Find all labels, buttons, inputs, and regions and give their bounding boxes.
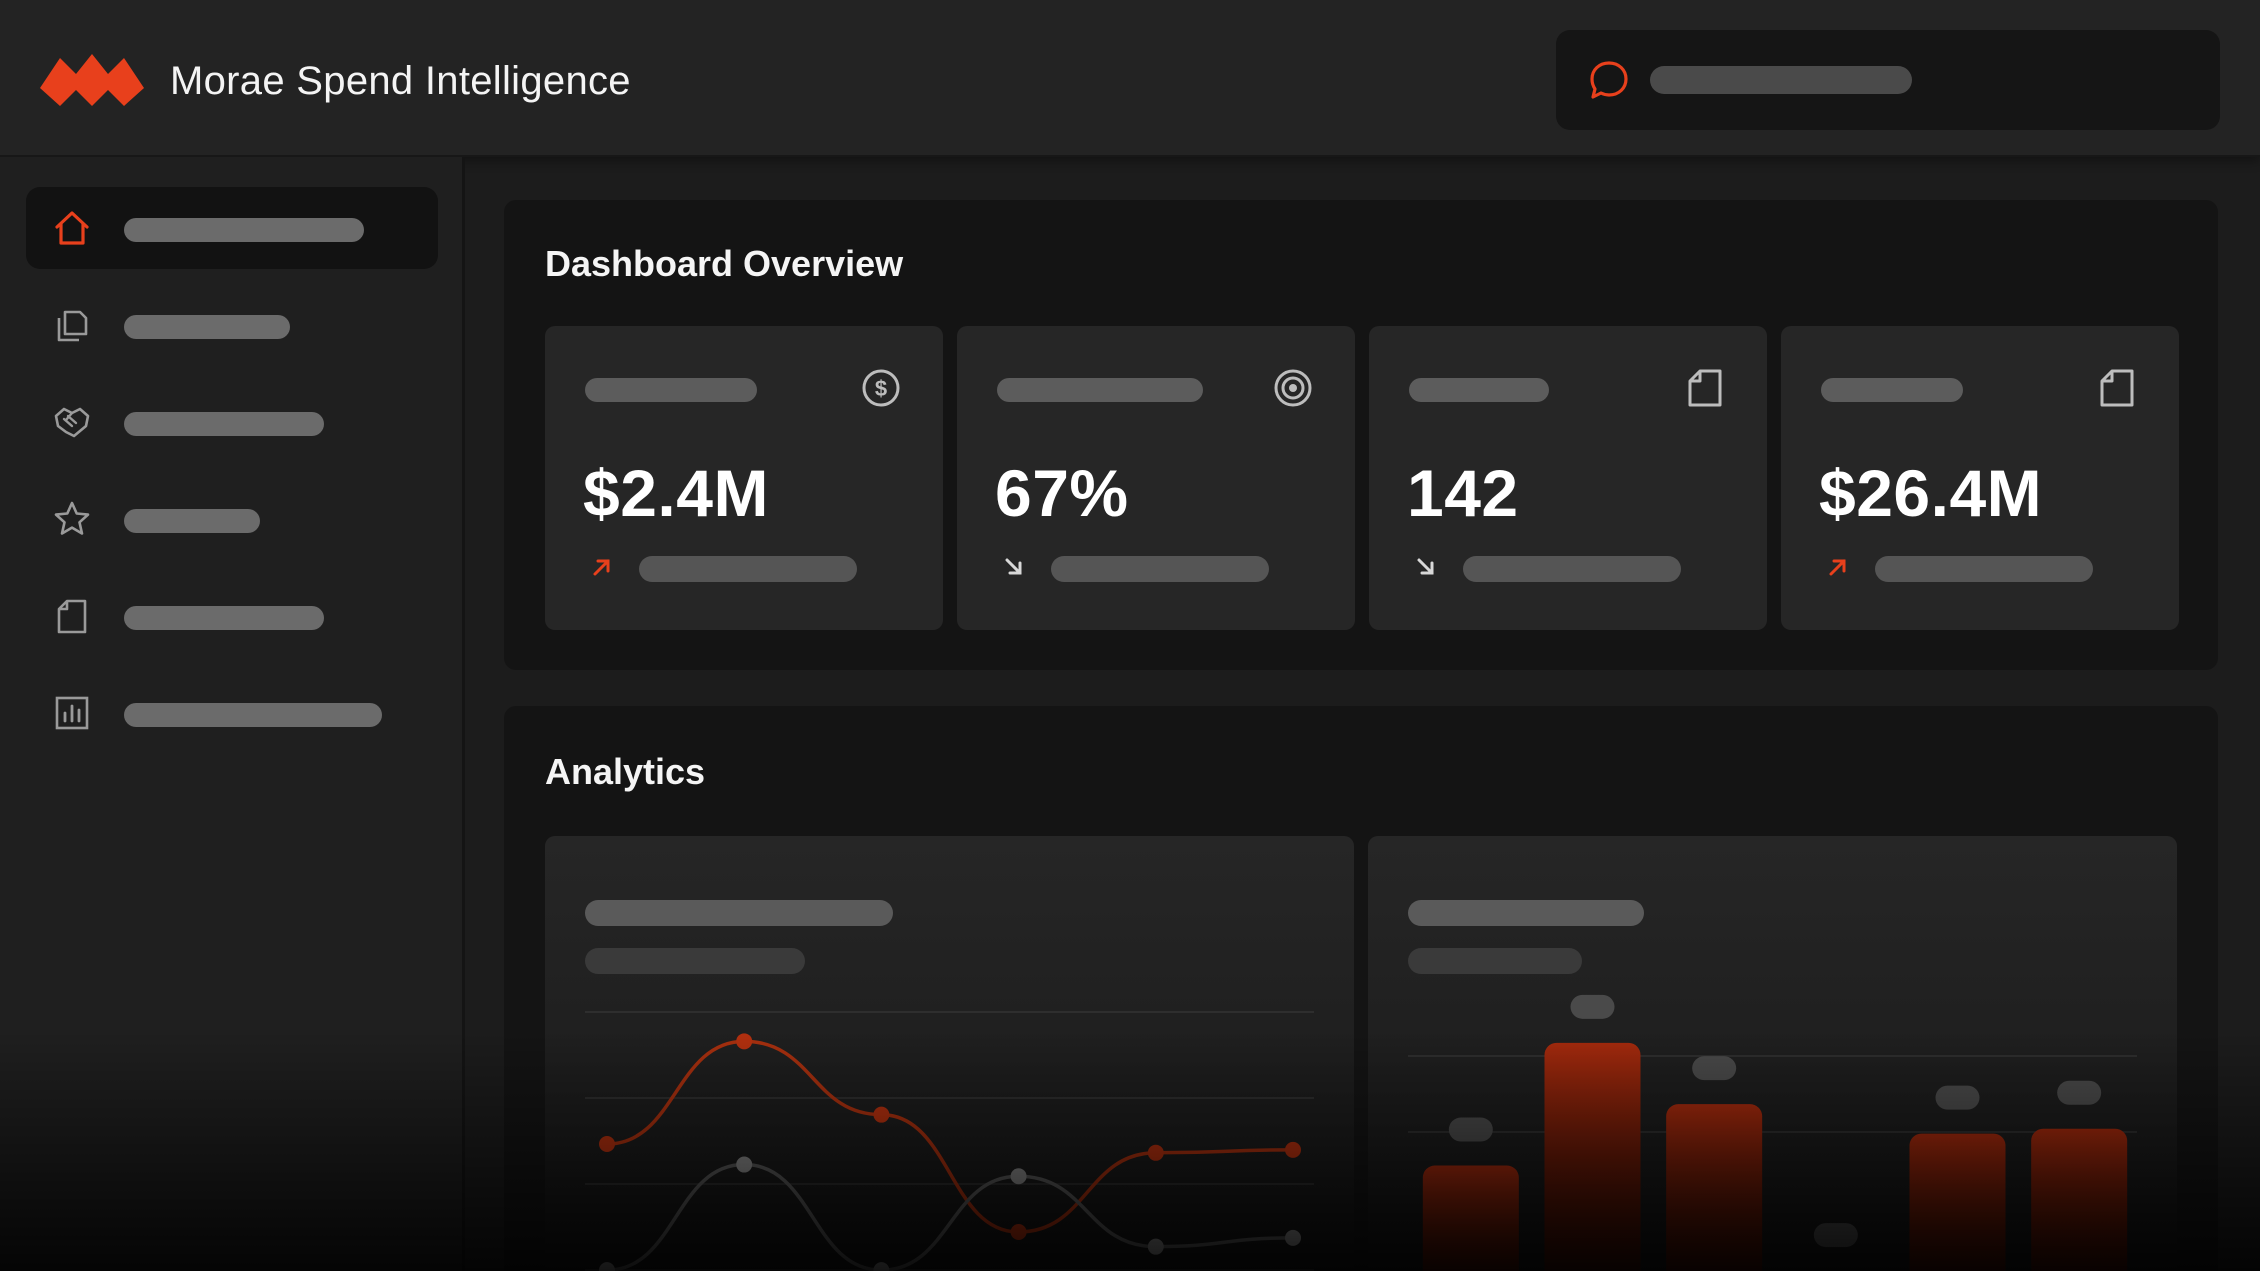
kpi-card[interactable]: 142 [1369, 326, 1767, 630]
kpi-trend-label [1463, 556, 1681, 582]
line-point[interactable] [1285, 1141, 1301, 1158]
dashboard-title: Dashboard Overview [545, 243, 904, 284]
line-point[interactable] [736, 1033, 753, 1050]
sidebar-item-documents[interactable] [26, 284, 438, 366]
line-point[interactable] [873, 1106, 890, 1123]
kpi-trend-label [1875, 556, 2093, 582]
kpi-label [1409, 378, 1549, 402]
trend-up-icon [1829, 559, 1846, 576]
bar-chart [1408, 994, 2137, 1271]
kpi-value: $26.4M [1819, 456, 2043, 530]
kpi-label [997, 378, 1203, 402]
document-icon [2100, 369, 2134, 407]
bar-chart-icon [55, 696, 89, 730]
bar-chart-card[interactable] [1368, 836, 2177, 1271]
sidebar-item-analytics[interactable] [26, 672, 438, 754]
line-point[interactable] [1010, 1224, 1027, 1240]
app-title: Morae Spend Intelligence [170, 59, 631, 103]
sidebar-item-label [124, 606, 324, 630]
line-point[interactable] [873, 1262, 890, 1271]
dollar-icon: $ [862, 369, 900, 407]
sidebar-item-favorites[interactable] [26, 478, 438, 560]
sidebar-item-label [124, 218, 364, 242]
sidebar [0, 157, 465, 1271]
bar-value-label [1448, 1117, 1493, 1142]
line-series-2 [606, 1162, 1294, 1271]
line-point[interactable] [599, 1262, 615, 1271]
chat-bubble-icon [1590, 61, 1628, 99]
chart-title [1408, 900, 1644, 926]
line-point[interactable] [736, 1156, 753, 1173]
kpi-trend-label [1051, 556, 1269, 582]
document-icon [1688, 369, 1722, 407]
kpi-value: 142 [1407, 456, 1519, 530]
bar[interactable] [1422, 1165, 1519, 1271]
kpi-value: $2.4M [583, 456, 769, 530]
bar-value-label [1692, 1056, 1737, 1081]
line-point[interactable] [1010, 1168, 1027, 1185]
svg-text:$: $ [875, 376, 887, 401]
line-chart [585, 1011, 1314, 1271]
line-point[interactable] [599, 1136, 615, 1152]
chart-title [585, 900, 893, 926]
search-placeholder [1650, 66, 1912, 94]
bar[interactable] [1544, 1042, 1641, 1271]
line-point[interactable] [1147, 1238, 1164, 1255]
kpi-label [1821, 378, 1963, 402]
analytics-panel: Analytics [504, 706, 2218, 1271]
handshake-icon [54, 407, 90, 438]
target-icon [1274, 369, 1312, 407]
trend-down-icon [1005, 558, 1022, 575]
sidebar-item-label [124, 315, 290, 339]
sidebar-item-label [124, 509, 260, 533]
trend-down-icon [1417, 558, 1434, 575]
line-point[interactable] [1285, 1229, 1301, 1246]
bar-value-label [2057, 1080, 2102, 1105]
analytics-title: Analytics [545, 751, 706, 792]
sidebar-item-label [124, 412, 324, 436]
sidebar-item-home[interactable] [26, 187, 438, 269]
assistant-search-box[interactable] [1556, 30, 2220, 130]
line-point[interactable] [1147, 1144, 1164, 1161]
bar[interactable] [2031, 1128, 2128, 1271]
bar[interactable] [1666, 1104, 1763, 1271]
dashboard-overview-panel: Dashboard Overview $ $2.4M 67% [504, 200, 2218, 670]
line-chart-card[interactable] [545, 836, 1354, 1271]
morae-logo [40, 54, 144, 106]
kpi-card[interactable]: 67% [957, 326, 1355, 630]
bar-value-label [1813, 1223, 1858, 1248]
star-icon [54, 501, 90, 535]
bar[interactable] [1909, 1133, 2006, 1271]
document-icon [57, 599, 87, 634]
kpi-trend-label [639, 556, 857, 582]
home-icon [55, 211, 89, 245]
kpi-card[interactable]: $26.4M [1781, 326, 2179, 630]
kpi-label [585, 378, 757, 402]
bar-value-label [1935, 1085, 1980, 1110]
chart-subtitle [585, 948, 805, 974]
sidebar-item-partners[interactable] [26, 381, 438, 463]
line-series-1 [606, 1039, 1294, 1234]
documents-icon [57, 310, 88, 342]
trend-up-icon [593, 559, 610, 576]
bar-value-label [1570, 994, 1615, 1019]
kpi-card[interactable]: $ $2.4M [545, 326, 943, 630]
sidebar-item-reports[interactable] [26, 575, 438, 657]
kpi-value: 67% [995, 456, 1129, 530]
sidebar-item-label [124, 703, 382, 727]
chart-subtitle [1408, 948, 1582, 974]
top-header: Morae Spend Intelligence [0, 0, 2260, 157]
